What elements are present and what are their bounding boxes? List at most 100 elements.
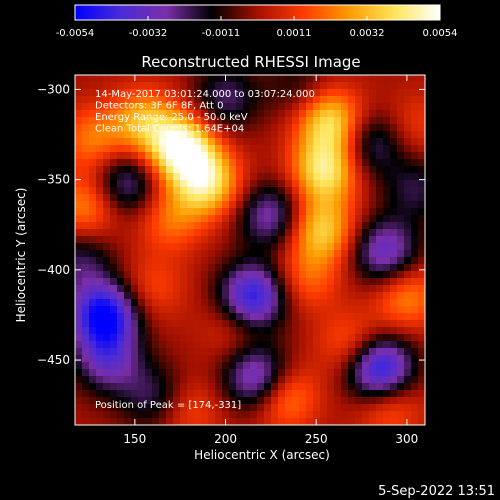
heatmap-cell	[390, 362, 397, 369]
heatmap-cell	[96, 348, 103, 355]
heatmap-cell	[411, 124, 418, 131]
heatmap-cell	[369, 201, 376, 208]
heatmap-cell	[320, 75, 327, 82]
heatmap-cell	[383, 194, 390, 201]
heatmap-cell	[117, 145, 124, 152]
heatmap-cell	[152, 257, 159, 264]
heatmap-cell	[124, 243, 131, 250]
heatmap-cell	[75, 201, 82, 208]
heatmap-cell	[278, 418, 285, 425]
heatmap-cell	[152, 327, 159, 334]
plot-area: 150 200 250 300−300−350−400−450	[37, 74, 426, 446]
heatmap-cell	[180, 299, 187, 306]
heatmap-cell	[159, 222, 166, 229]
heatmap-cell	[194, 180, 201, 187]
heatmap-cell	[299, 82, 306, 89]
heatmap-cell	[110, 145, 117, 152]
heatmap-cell	[418, 271, 425, 278]
heatmap-cell	[327, 369, 334, 376]
heatmap-cell	[341, 320, 348, 327]
heatmap-cell	[355, 418, 362, 425]
heatmap-cell	[397, 75, 404, 82]
heatmap-cell	[222, 131, 229, 138]
heatmap-cell	[320, 341, 327, 348]
heatmap-cell	[145, 355, 152, 362]
heatmap-cell	[110, 313, 117, 320]
heatmap-cell	[383, 320, 390, 327]
heatmap-cell	[278, 152, 285, 159]
heatmap-cell	[355, 257, 362, 264]
heatmap-cell	[404, 215, 411, 222]
heatmap-cell	[285, 229, 292, 236]
heatmap-cell	[166, 271, 173, 278]
heatmap-cell	[215, 306, 222, 313]
heatmap-cell	[390, 383, 397, 390]
heatmap-cell	[257, 397, 264, 404]
heatmap-cell	[271, 299, 278, 306]
heatmap-cell	[306, 327, 313, 334]
heatmap-cell	[194, 222, 201, 229]
heatmap-cell	[348, 292, 355, 299]
heatmap-cell	[299, 334, 306, 341]
heatmap-cell	[355, 138, 362, 145]
heatmap-cell	[145, 236, 152, 243]
heatmap-cell	[145, 215, 152, 222]
heatmap-cell	[173, 250, 180, 257]
heatmap-cell	[82, 82, 89, 89]
heatmap-cell	[397, 418, 404, 425]
heatmap-cell	[369, 299, 376, 306]
heatmap-cell	[292, 278, 299, 285]
heatmap-cell	[222, 215, 229, 222]
heatmap-cell	[376, 222, 383, 229]
heatmap-cell	[173, 152, 180, 159]
heatmap-cell	[327, 313, 334, 320]
heatmap-cell	[229, 390, 236, 397]
heatmap-cell	[411, 82, 418, 89]
heatmap-cell	[75, 278, 82, 285]
heatmap-cell	[341, 257, 348, 264]
heatmap-cell	[390, 411, 397, 418]
heatmap-cell	[117, 166, 124, 173]
heatmap-cell	[215, 362, 222, 369]
heatmap-cell	[250, 229, 257, 236]
heatmap-cell	[383, 327, 390, 334]
heatmap-cell	[313, 180, 320, 187]
heatmap-cell	[418, 222, 425, 229]
heatmap-cell	[278, 110, 285, 117]
heatmap-cell	[110, 306, 117, 313]
heatmap-cell	[152, 117, 159, 124]
heatmap-cell	[341, 229, 348, 236]
heatmap-cell	[117, 313, 124, 320]
heatmap-cell	[103, 313, 110, 320]
heatmap-cell	[131, 194, 138, 201]
heatmap-cell	[320, 292, 327, 299]
heatmap-cell	[257, 180, 264, 187]
heatmap-cell	[145, 243, 152, 250]
heatmap-cell	[159, 320, 166, 327]
heatmap-cell	[306, 257, 313, 264]
heatmap-cell	[124, 187, 131, 194]
heatmap-cell	[82, 117, 89, 124]
heatmap-cell	[82, 110, 89, 117]
heatmap-cell	[411, 145, 418, 152]
heatmap-cell	[89, 96, 96, 103]
heatmap-cell	[418, 124, 425, 131]
heatmap-cell	[229, 376, 236, 383]
heatmap-cell	[166, 362, 173, 369]
heatmap-cell	[355, 201, 362, 208]
heatmap-cell	[103, 208, 110, 215]
heatmap-cell	[299, 131, 306, 138]
heatmap-cell	[411, 327, 418, 334]
heatmap-cell	[138, 299, 145, 306]
heatmap-cell	[313, 243, 320, 250]
heatmap-cell	[96, 89, 103, 96]
heatmap-cell	[348, 390, 355, 397]
heatmap-cell	[369, 138, 376, 145]
heatmap-cell	[306, 103, 313, 110]
heatmap-cell	[124, 208, 131, 215]
heatmap-cell	[285, 390, 292, 397]
heatmap-cell	[222, 285, 229, 292]
heatmap-cell	[369, 348, 376, 355]
heatmap-cell	[313, 411, 320, 418]
heatmap-cell	[173, 89, 180, 96]
